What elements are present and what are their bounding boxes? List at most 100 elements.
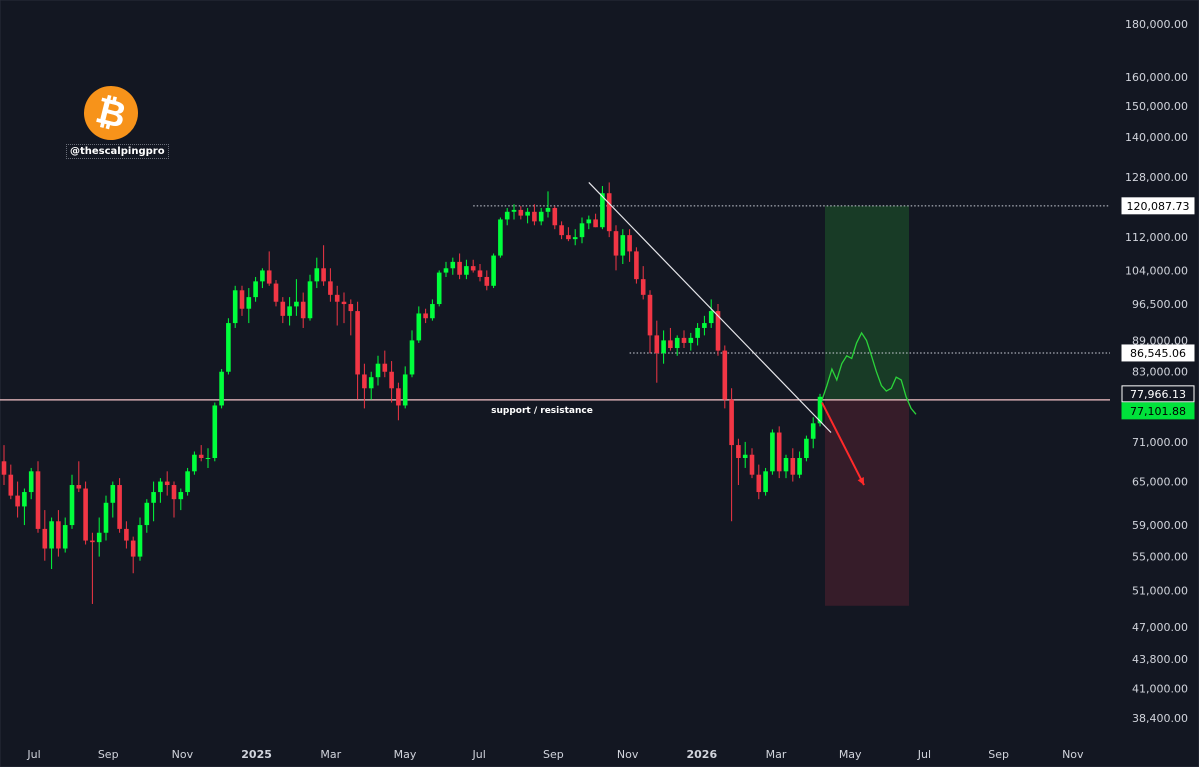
x-tick-label: Mar xyxy=(766,748,787,761)
candle-body xyxy=(783,458,789,472)
candle xyxy=(96,517,102,557)
y-tick-label: 41,000.00 xyxy=(1132,683,1188,696)
candle-body xyxy=(450,261,456,269)
price-tag: 120,087.73 xyxy=(1121,197,1195,215)
candle xyxy=(695,323,700,346)
candle xyxy=(273,280,279,307)
candle-body xyxy=(110,485,116,503)
y-tick-label: 71,000.00 xyxy=(1132,436,1188,449)
candle-body xyxy=(464,266,469,275)
candle-body xyxy=(742,454,748,459)
candle xyxy=(328,268,333,302)
candle-body xyxy=(90,540,95,543)
candle xyxy=(600,186,605,230)
candle xyxy=(69,474,75,529)
candle xyxy=(158,478,163,503)
candle-body xyxy=(178,492,184,500)
candle-body xyxy=(8,474,14,496)
x-tick-label: Nov xyxy=(1062,748,1084,761)
candle xyxy=(702,315,707,336)
candle xyxy=(715,304,721,356)
candle-body xyxy=(430,304,435,319)
candle-body xyxy=(647,294,653,336)
candle xyxy=(436,270,442,307)
candle xyxy=(192,451,197,475)
candle-body xyxy=(239,290,245,309)
candle-body xyxy=(443,268,449,273)
candle xyxy=(579,217,585,244)
candle xyxy=(443,261,449,277)
candle xyxy=(212,402,218,462)
candle xyxy=(266,251,272,286)
price-tag-value: 86,545.06 xyxy=(1130,347,1186,360)
candle-body xyxy=(409,340,415,375)
candle xyxy=(35,461,41,533)
candle xyxy=(491,253,496,289)
candle-body xyxy=(375,363,381,378)
candle-body xyxy=(273,283,279,302)
price-tag-box xyxy=(1121,402,1195,420)
candle-body xyxy=(640,279,646,295)
candle xyxy=(477,263,483,282)
candle xyxy=(552,206,558,230)
candle-body xyxy=(253,281,258,298)
y-tick-label: 65,000.00 xyxy=(1132,476,1188,489)
y-tick-label: 150,000.00 xyxy=(1125,100,1188,113)
candle xyxy=(606,182,612,238)
candle xyxy=(797,451,802,479)
candle xyxy=(171,481,177,518)
candle-body xyxy=(158,481,163,493)
candle-body xyxy=(151,492,156,503)
candle-body xyxy=(246,297,252,309)
candle xyxy=(634,247,639,284)
y-tick-label: 83,000.00 xyxy=(1132,366,1188,379)
price-tag: 77,101.88 xyxy=(1121,402,1195,420)
candle xyxy=(654,320,660,383)
candle xyxy=(790,448,796,482)
candle xyxy=(375,355,381,386)
candle xyxy=(300,292,306,328)
candle xyxy=(532,204,537,226)
y-tick-label: 59,000.00 xyxy=(1132,519,1188,532)
candle-body xyxy=(579,223,585,238)
x-tick-label: 2026 xyxy=(686,748,717,761)
candle-body xyxy=(715,311,721,351)
target-zone xyxy=(825,205,909,400)
candle xyxy=(8,464,14,500)
candle-body xyxy=(260,270,265,282)
candle xyxy=(294,279,299,316)
candle xyxy=(362,363,367,409)
candle-body xyxy=(708,311,714,324)
candle-body xyxy=(566,235,571,240)
x-tick-label: 2025 xyxy=(241,748,272,761)
candle-body xyxy=(192,454,197,472)
candle xyxy=(280,297,286,324)
y-tick-label: 51,000.00 xyxy=(1132,585,1188,598)
support-resistance-label: support / resistance xyxy=(491,406,593,416)
price-axis[interactable]: 180,000.00 160,000.00 150,000.00 140,000.00… xyxy=(1125,18,1188,725)
candle-body xyxy=(28,471,34,493)
candle xyxy=(640,266,646,300)
bearish-arrow-head xyxy=(857,477,864,486)
candle xyxy=(1,445,7,486)
candle-body xyxy=(504,211,510,220)
candle-body xyxy=(294,301,299,307)
candle xyxy=(239,285,245,316)
candle-body xyxy=(654,335,660,354)
time-axis[interactable]: Jul Sep Nov 2025 Mar May Jul Sep Nov 2026 Mar May Ju… xyxy=(26,748,1084,761)
candle-body xyxy=(42,528,48,549)
candle xyxy=(668,327,673,351)
candle-body xyxy=(776,432,782,472)
x-tick-label: Jul xyxy=(26,748,40,761)
candle xyxy=(674,335,680,356)
candle-body xyxy=(402,374,408,406)
candle xyxy=(287,297,292,326)
candle-body xyxy=(416,313,422,341)
candle xyxy=(402,366,408,409)
candle-body xyxy=(457,261,462,275)
candle-body xyxy=(532,211,537,222)
candle xyxy=(586,215,592,230)
candle-body xyxy=(525,211,530,216)
